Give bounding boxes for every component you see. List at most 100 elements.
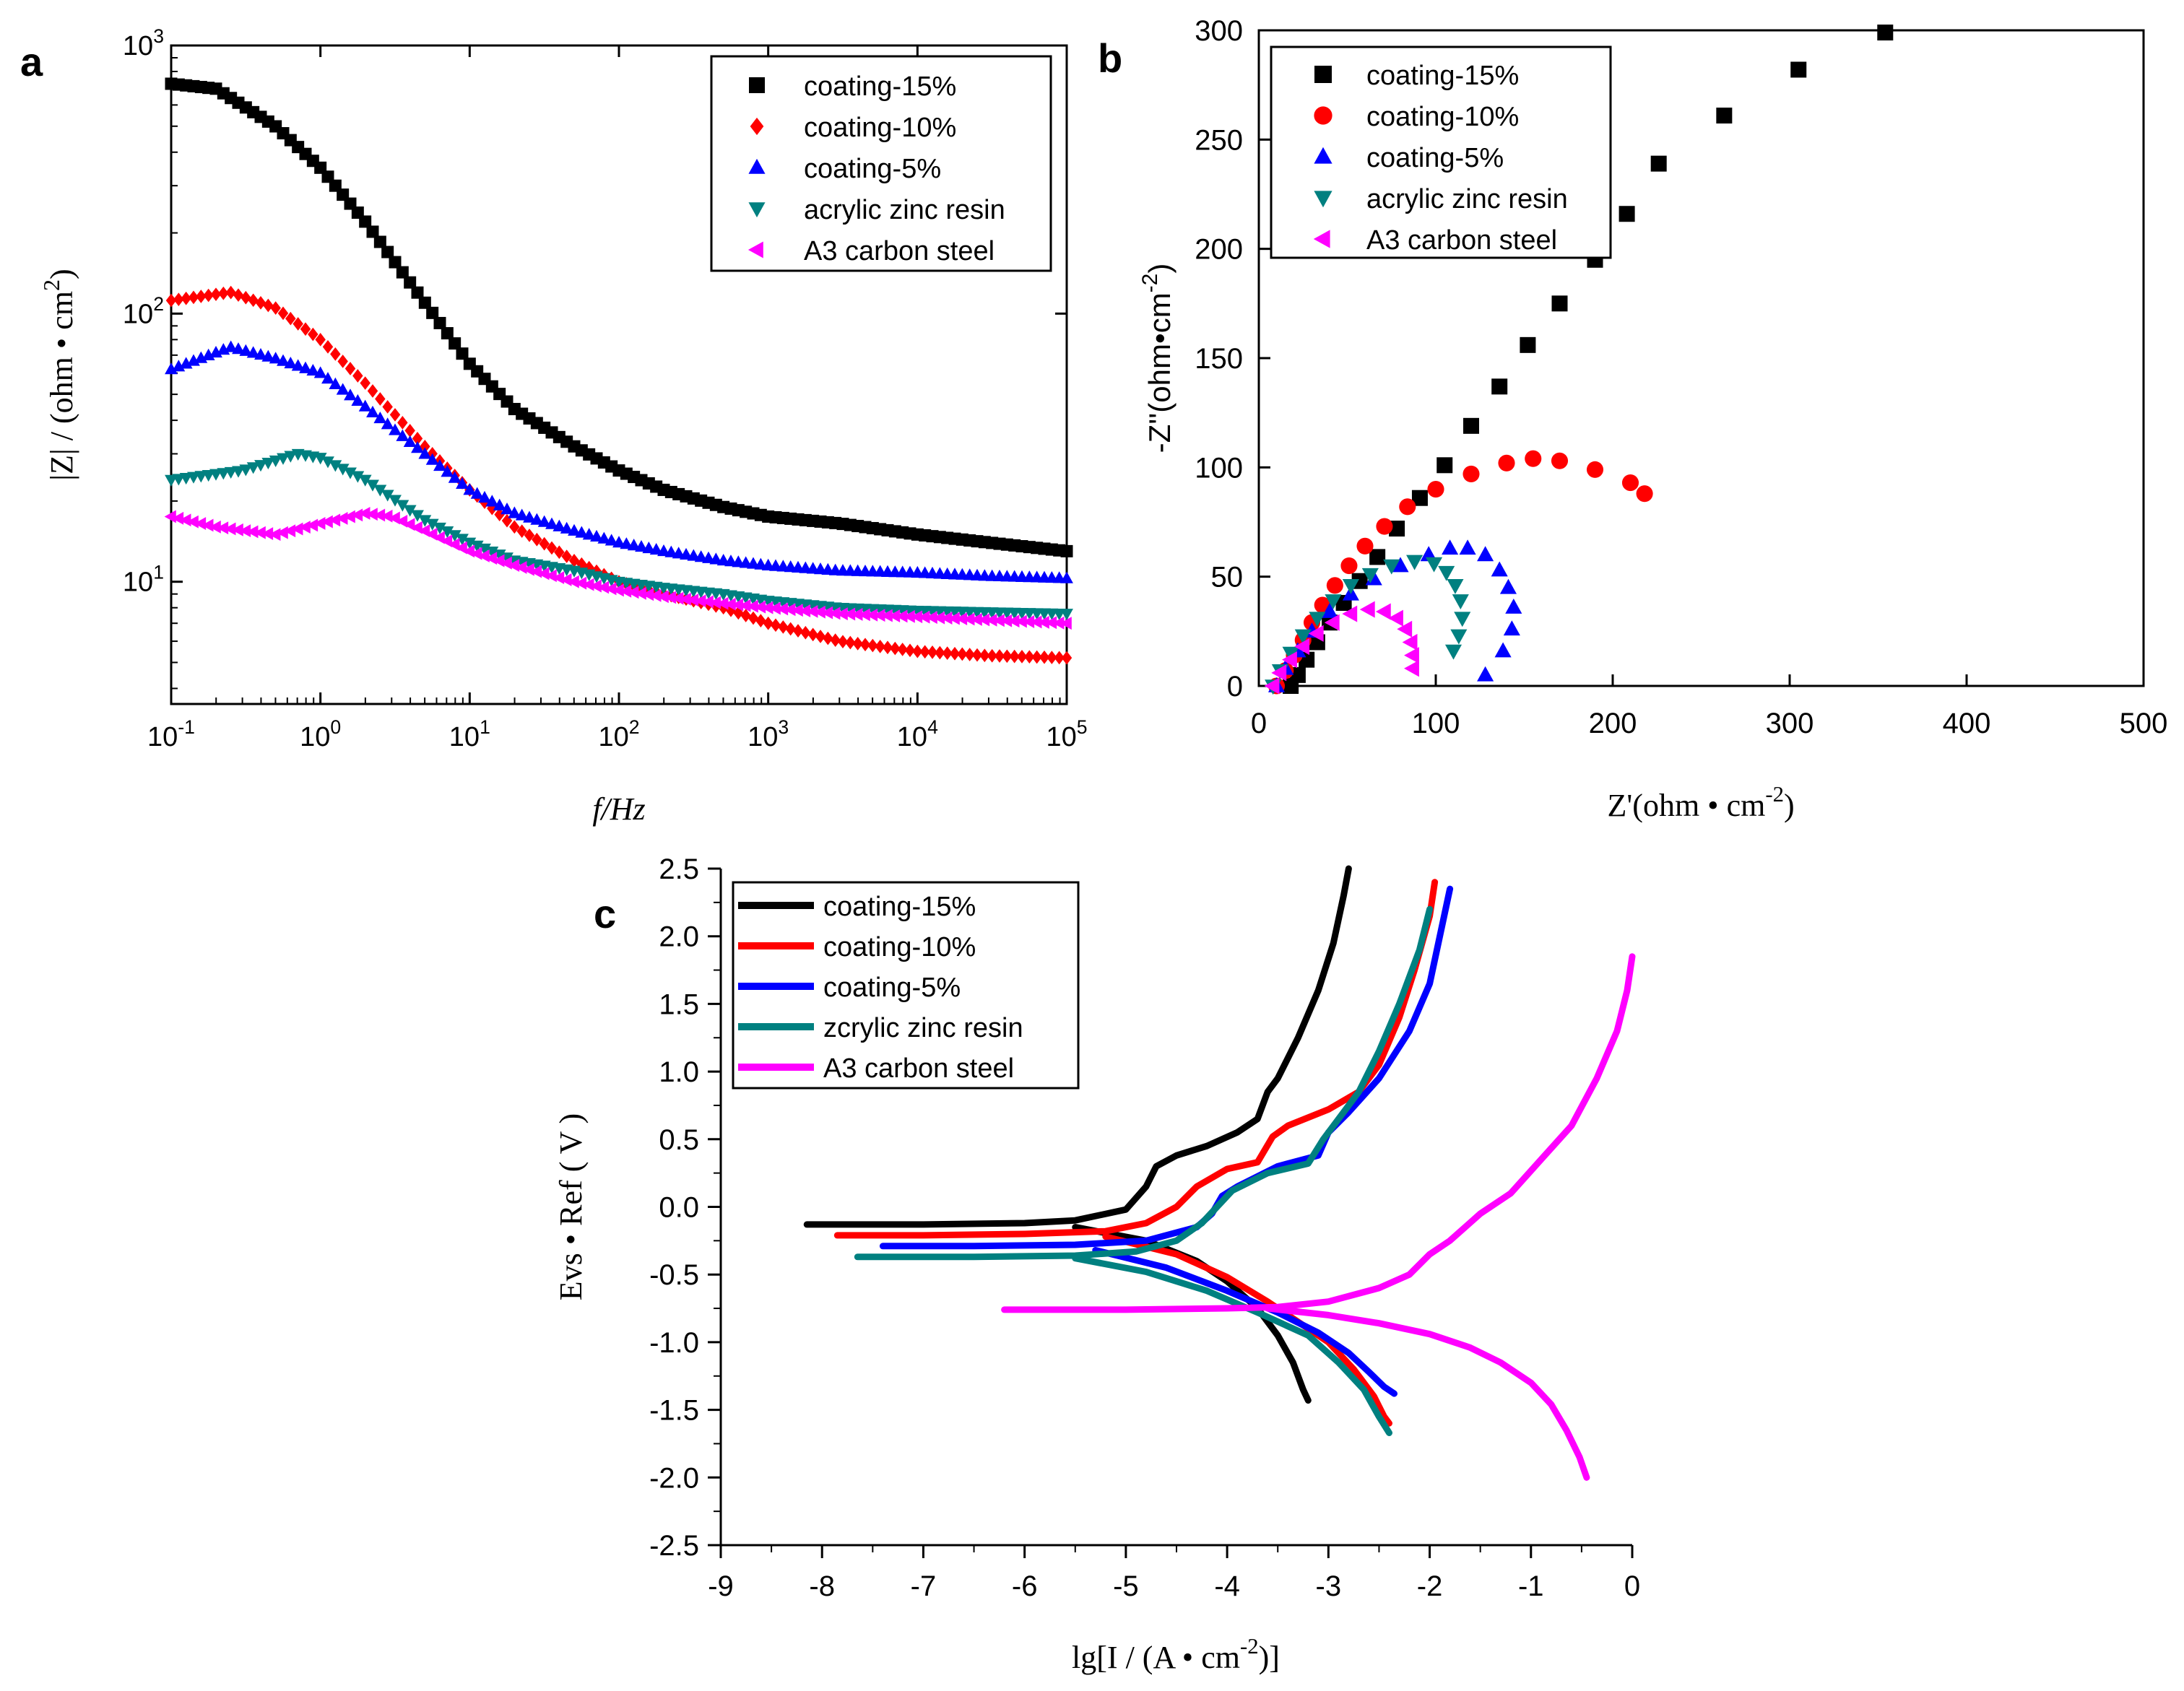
series-c-2 — [879, 885, 1454, 1397]
legend-b: coating-15% coating-10% coating-5% acrylic … — [1270, 45, 1612, 259]
data-point-a — [865, 608, 878, 622]
data-point-a — [851, 608, 863, 621]
y-tick-label-a: 101 — [123, 562, 164, 598]
data-point-a — [411, 286, 424, 299]
data-point-a — [315, 332, 326, 347]
data-point-a — [942, 646, 953, 660]
data-point-a — [329, 377, 342, 389]
data-point-a — [351, 394, 365, 407]
data-point-a — [641, 588, 654, 601]
data-point-a — [1060, 609, 1073, 621]
x-tick-label-b: 500 — [2120, 708, 2168, 739]
data-point-a — [328, 513, 341, 527]
data-point-a — [441, 327, 454, 340]
data-point-a — [709, 552, 723, 565]
data-point-a — [597, 531, 611, 544]
data-point-a — [396, 266, 409, 279]
data-point-a — [308, 327, 318, 342]
y-axis-label-a: |Z| / (ohm • cm2) — [38, 269, 79, 480]
data-point-a — [761, 601, 774, 614]
data-point-b — [1271, 664, 1287, 682]
data-point-a — [224, 522, 236, 536]
data-point-a — [246, 462, 260, 474]
chart-a: 10-1 100 101 102 103 104 105 101 102 103 f/Hz |Z| /… — [38, 25, 1088, 827]
data-point-a — [508, 506, 521, 518]
data-point-a — [358, 474, 372, 487]
data-point-a — [1016, 650, 1028, 664]
data-point-a — [882, 640, 893, 655]
data-point-b — [1790, 61, 1807, 78]
data-point-a — [433, 458, 446, 471]
anodic-curve-c — [854, 905, 1434, 1261]
legend-label-a: coating-15% — [804, 71, 956, 102]
data-point-a — [927, 645, 938, 659]
data-point-a — [1030, 615, 1042, 629]
data-point-a — [344, 362, 356, 375]
data-point-a — [1052, 616, 1065, 630]
data-point-b — [1392, 557, 1409, 573]
data-point-a — [359, 215, 372, 228]
legend-marker-b — [1314, 191, 1332, 208]
cathodic-curve-c — [1264, 1305, 1590, 1481]
data-point-a — [507, 559, 520, 573]
x-tick-label-c: -5 — [1113, 1570, 1139, 1602]
data-point-a — [897, 643, 908, 656]
data-point-a — [448, 530, 462, 542]
x-axis-label-c: lg[I / (A • cm-2)] — [1072, 1634, 1280, 1675]
data-point-a — [373, 235, 386, 248]
data-point-a — [620, 537, 633, 549]
data-point-a — [634, 586, 646, 600]
data-point-a — [552, 571, 565, 585]
data-point-a — [1024, 650, 1035, 664]
data-point-a — [367, 384, 378, 398]
data-point-a — [329, 460, 342, 472]
series-a-3 — [165, 448, 1073, 621]
data-point-a — [203, 288, 214, 303]
data-point-a — [627, 586, 639, 599]
data-point-b — [1326, 577, 1343, 594]
data-point-a — [248, 293, 259, 308]
data-point-a — [403, 435, 417, 448]
data-point-a — [784, 603, 796, 617]
data-point-a — [179, 513, 191, 527]
data-point-a — [494, 508, 505, 522]
x-tick-label-c: -1 — [1518, 1570, 1544, 1602]
data-point-a — [381, 490, 394, 502]
x-tick-label-a: 10-1 — [147, 716, 195, 752]
data-point-a — [389, 495, 402, 507]
data-point-a — [582, 578, 594, 591]
data-point-a — [276, 526, 288, 539]
data-point-a — [694, 550, 708, 562]
data-point-a — [798, 604, 811, 617]
y-tick-label-a: 103 — [123, 25, 164, 61]
data-point-a — [411, 441, 424, 453]
x-tick-label-a: 103 — [748, 716, 789, 752]
data-point-b — [1406, 555, 1424, 570]
data-point-b — [1294, 638, 1310, 656]
data-point-a — [992, 614, 1005, 627]
data-point-a — [233, 288, 244, 303]
data-point-b — [1309, 612, 1326, 627]
data-point-a — [575, 526, 589, 538]
data-point-a — [360, 376, 370, 390]
data-point-a — [686, 594, 699, 607]
data-point-b — [1463, 417, 1479, 434]
data-point-a — [949, 646, 961, 661]
data-point-a — [642, 542, 656, 554]
data-point-a — [1037, 615, 1049, 629]
data-point-a — [867, 638, 878, 653]
data-point-a — [985, 613, 997, 627]
data-point-a — [269, 352, 282, 364]
data-point-a — [912, 644, 923, 658]
data-point-a — [418, 296, 431, 309]
data-point-a — [420, 439, 430, 453]
data-point-b — [1618, 206, 1635, 222]
data-point-b — [1477, 666, 1494, 682]
series-c-4 — [1001, 953, 1636, 1481]
data-point-a — [396, 429, 410, 441]
data-point-a — [389, 408, 401, 422]
data-point-a — [254, 347, 267, 360]
y-tick-label-b: 50 — [1211, 562, 1244, 594]
data-point-a — [313, 366, 327, 378]
